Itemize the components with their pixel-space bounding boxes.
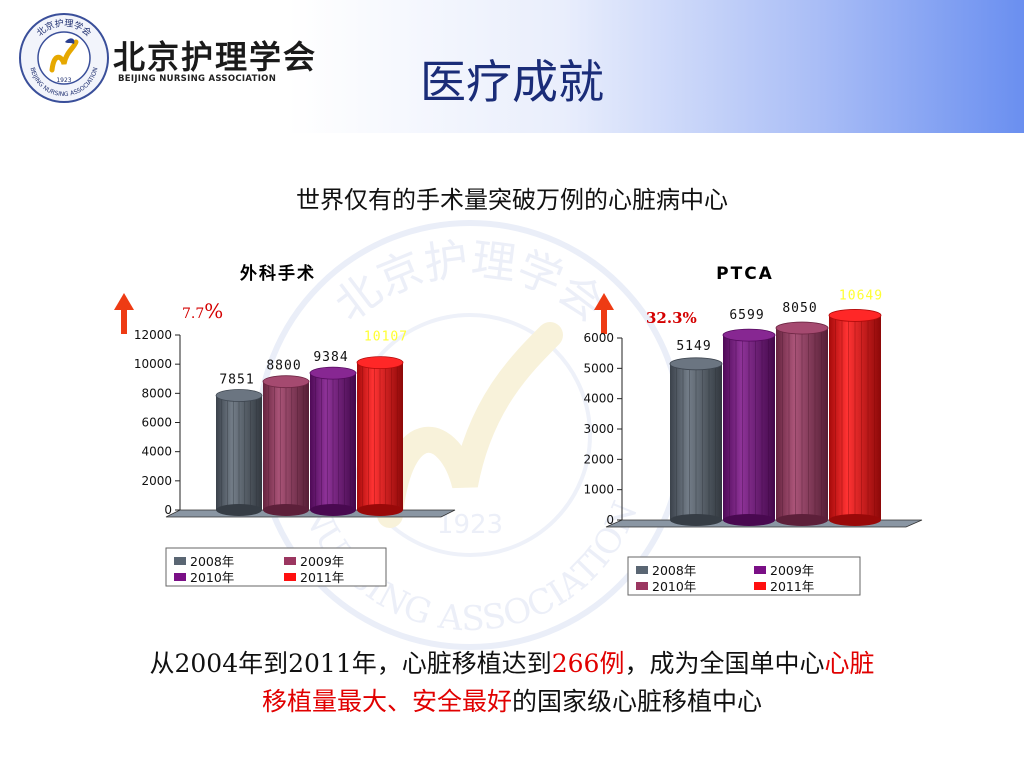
legend-label: 2009年 — [770, 563, 814, 578]
bottom-statement: 从2004年到2011年，心脏移植达到266例，成为全国单中心心脏 移植量最大、… — [0, 645, 1024, 721]
legend-swatch — [284, 573, 296, 581]
legend-swatch — [636, 566, 648, 574]
legend-label: 2010年 — [190, 570, 234, 585]
header-band — [0, 0, 1024, 133]
y-tick-label: 6000 — [583, 331, 614, 345]
legend-label: 2011年 — [300, 570, 344, 585]
data-label: 10107 — [364, 330, 408, 345]
legend-box — [165, 547, 387, 587]
y-tick-label: 3000 — [583, 422, 614, 436]
y-tick-label: 6000 — [141, 416, 172, 430]
statement-highlight: 266例 — [551, 649, 625, 678]
bar-base — [310, 504, 356, 516]
statement-part: 的国家级心脏移植中心 — [512, 687, 763, 716]
data-label: 7851 — [219, 373, 254, 388]
y-tick-label: 5000 — [583, 361, 614, 375]
bar-base — [829, 514, 881, 526]
y-tick-label: 12000 — [134, 328, 172, 342]
chart-legend: 2008年 2009年 2010年 2011年 — [165, 547, 387, 587]
y-tick-label: 0 — [164, 503, 172, 517]
y-tick-label: 10000 — [134, 357, 172, 371]
bar — [828, 309, 882, 526]
y-tick-label: 2000 — [583, 452, 614, 466]
logo-name: 北京护理学会 — [113, 38, 318, 76]
bar-top — [722, 328, 776, 342]
chart-title: 外科手术 — [240, 263, 316, 284]
bar-top — [669, 357, 723, 371]
bar-top — [262, 375, 310, 389]
data-label: 9384 — [313, 350, 348, 365]
bar-top — [215, 389, 263, 402]
subtitle: 世界仅有的手术量突破万例的心脏病中心 — [296, 186, 728, 214]
growth-label: 7.7% — [182, 299, 223, 323]
y-tick-label: 0 — [606, 513, 614, 527]
svg-text:1923: 1923 — [56, 77, 71, 84]
bar — [356, 356, 404, 516]
bar — [669, 357, 723, 526]
legend-label: 2009年 — [300, 554, 344, 569]
data-label: 8050 — [782, 301, 817, 316]
bar-base — [263, 504, 309, 516]
y-tick-label: 4000 — [583, 392, 614, 406]
ptca-chart: PTCA 32.3% 0 1000 2000 3000 4000 5000 6000 514… — [583, 264, 923, 596]
surgery-chart: 外科手术 7.7% 0 2000 4000 6000 8000 10000 12000 78… — [114, 263, 456, 587]
legend-swatch — [174, 557, 186, 565]
bar-base — [776, 514, 828, 526]
bar — [309, 366, 357, 516]
legend-swatch — [636, 582, 648, 590]
bar-top — [828, 309, 882, 322]
y-tick-label: 8000 — [141, 386, 172, 400]
bar-top — [309, 366, 357, 380]
data-label: 5149 — [676, 339, 711, 354]
legend-swatch — [174, 573, 186, 581]
statement-highlight: 移植量最大、安全最好 — [261, 687, 512, 716]
growth-arrow-icon — [114, 293, 134, 334]
y-tick-label: 4000 — [141, 445, 172, 459]
bar-base — [216, 504, 262, 516]
bar — [722, 328, 776, 526]
y-tick-label: 1000 — [583, 483, 614, 497]
chart-bars: 5149 6599 8050 10649 — [669, 288, 883, 526]
bar — [215, 389, 263, 516]
growth-label: 32.3% — [646, 309, 697, 327]
bar-base — [357, 504, 403, 516]
statement-part: ，成为全国单中心 — [624, 649, 825, 678]
legend-swatch — [754, 582, 766, 590]
data-label: 10649 — [839, 288, 883, 303]
logo-seal-icon: 北京护理学会 BEIJING NURSING ASSOCIATION 1923 — [19, 13, 109, 103]
legend-label: 2010年 — [652, 579, 696, 594]
bar-top — [775, 321, 829, 335]
bar — [262, 375, 310, 516]
data-label: 6599 — [729, 308, 764, 323]
y-tick-label: 2000 — [141, 474, 172, 488]
logo: 北京护理学会 BEIJING NURSING ASSOCIATION 1923 … — [18, 12, 318, 112]
bar-top — [356, 356, 404, 370]
svg-text:1923: 1923 — [437, 510, 503, 540]
legend-label: 2008年 — [652, 563, 696, 578]
bar-base — [723, 514, 775, 526]
legend-box — [627, 556, 861, 596]
chart-bars: 7851 8800 9384 10107 — [215, 330, 408, 516]
logo-english-name: BEIJING NURSING ASSOCIATION — [118, 74, 277, 84]
legend-label: 2011年 — [770, 579, 814, 594]
bar-base — [670, 514, 722, 526]
legend-swatch — [284, 557, 296, 565]
data-label: 8800 — [266, 359, 301, 374]
statement-part: 从2004年到2011年，心脏移植达到 — [149, 649, 552, 678]
growth-arrow-icon — [594, 293, 614, 334]
legend-label: 2008年 — [190, 554, 234, 569]
page-title: 医疗成就 — [420, 55, 604, 109]
chart-legend: 2008年 2009年 2010年 2011年 — [627, 556, 861, 596]
statement-highlight: 心脏 — [824, 649, 875, 678]
legend-swatch — [754, 566, 766, 574]
chart-title: PTCA — [716, 264, 774, 284]
bar — [775, 321, 829, 526]
